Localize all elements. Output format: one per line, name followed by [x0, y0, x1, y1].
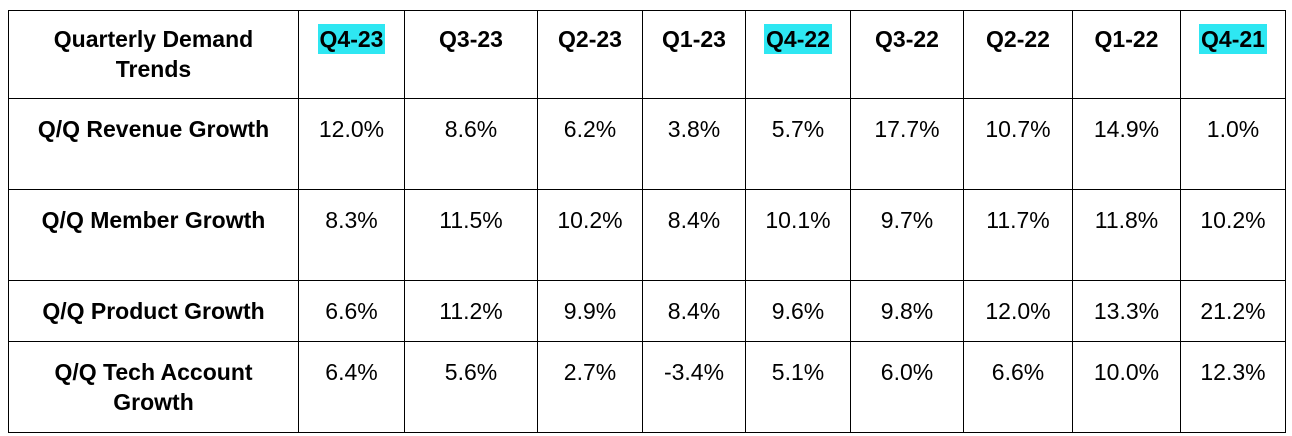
header-text: Q3-23 — [439, 26, 503, 52]
row-header: Q/Q Revenue Growth — [8, 98, 299, 190]
cell: 5.7% — [745, 98, 851, 190]
table-body: Q/Q Revenue Growth 12.0% 8.6% 6.2% 3.8% 5.7% 1… — [8, 98, 1286, 433]
column-header: Q3-22 — [850, 10, 964, 99]
header-text: Q1-22 — [1094, 26, 1159, 52]
header-text: Q4-22 — [764, 24, 832, 54]
cell: 12.0% — [963, 280, 1073, 342]
cell: 6.6% — [963, 341, 1073, 433]
column-header: Q4-22 — [745, 10, 851, 99]
data-row: Q/Q Product Growth 6.6% 11.2% 9.9% 8.4% 9.6% 9… — [8, 280, 1286, 342]
cell: 11.2% — [404, 280, 538, 342]
cell: 17.7% — [850, 98, 964, 190]
cell: 6.0% — [850, 341, 964, 433]
cell: 11.5% — [404, 189, 538, 281]
header-text: Q1-23 — [662, 26, 726, 52]
data-row: Q/Q Revenue Growth 12.0% 8.6% 6.2% 3.8% 5.7% 1… — [8, 98, 1286, 190]
cell: 3.8% — [642, 98, 746, 190]
cell: 9.8% — [850, 280, 964, 342]
cell: 9.9% — [537, 280, 643, 342]
column-header: Q3-23 — [404, 10, 538, 99]
cell: 5.6% — [404, 341, 538, 433]
column-header: Q4-21 — [1180, 10, 1286, 99]
cell: 12.0% — [298, 98, 405, 190]
row-header: Q/Q Product Growth — [8, 280, 299, 342]
column-header: Q4-23 — [298, 10, 405, 99]
cell: 10.1% — [745, 189, 851, 281]
corner-header: Quarterly Demand Trends — [8, 10, 299, 99]
cell: 8.3% — [298, 189, 405, 281]
cell: 9.7% — [850, 189, 964, 281]
cell: 11.7% — [963, 189, 1073, 281]
cell: 6.2% — [537, 98, 643, 190]
header-text: Q2-23 — [558, 26, 622, 52]
data-row: Q/Q Member Growth 8.3% 11.5% 10.2% 8.4% 10.1%… — [8, 189, 1286, 281]
cell: 6.6% — [298, 280, 405, 342]
cell: 2.7% — [537, 341, 643, 433]
cell: 12.3% — [1180, 341, 1286, 433]
cell: 10.7% — [963, 98, 1073, 190]
cell: 11.8% — [1072, 189, 1181, 281]
cell: 6.4% — [298, 341, 405, 433]
cell: 13.3% — [1072, 280, 1181, 342]
cell: 10.2% — [1180, 189, 1286, 281]
data-row: Q/Q Tech Account Growth 6.4% 5.6% 2.7% -3.4%… — [8, 341, 1286, 433]
header-row: Quarterly Demand Trends Q4-23 Q3-23 Q2-23 Q1… — [8, 10, 1286, 99]
column-header: Q1-22 — [1072, 10, 1181, 99]
column-header: Q2-22 — [963, 10, 1073, 99]
column-header: Q2-23 — [537, 10, 643, 99]
cell: 5.1% — [745, 341, 851, 433]
header-text: Q4-23 — [317, 24, 386, 54]
cell: -3.4% — [642, 341, 746, 433]
table-container: Quarterly Demand Trends Q4-23 Q3-23 Q2-23 Q1… — [8, 10, 1286, 433]
cell: 1.0% — [1180, 98, 1286, 190]
row-header: Q/Q Member Growth — [8, 189, 299, 281]
cell: 10.2% — [537, 189, 643, 281]
header-text: Q3-22 — [875, 26, 939, 52]
table-header: Quarterly Demand Trends Q4-23 Q3-23 Q2-23 Q1… — [8, 10, 1286, 99]
cell: 9.6% — [745, 280, 851, 342]
cell: 8.4% — [642, 280, 746, 342]
row-header: Q/Q Tech Account Growth — [8, 341, 299, 433]
cell: 14.9% — [1072, 98, 1181, 190]
cell: 8.4% — [642, 189, 746, 281]
header-text: Quarterly Demand Trends — [53, 26, 254, 82]
demand-table: Quarterly Demand Trends Q4-23 Q3-23 Q2-23 Q1… — [8, 10, 1286, 433]
header-text: Q4-21 — [1199, 24, 1267, 54]
cell: 10.0% — [1072, 341, 1181, 433]
cell: 21.2% — [1180, 280, 1286, 342]
column-header: Q1-23 — [642, 10, 746, 99]
cell: 8.6% — [404, 98, 538, 190]
header-text: Q2-22 — [986, 26, 1050, 52]
